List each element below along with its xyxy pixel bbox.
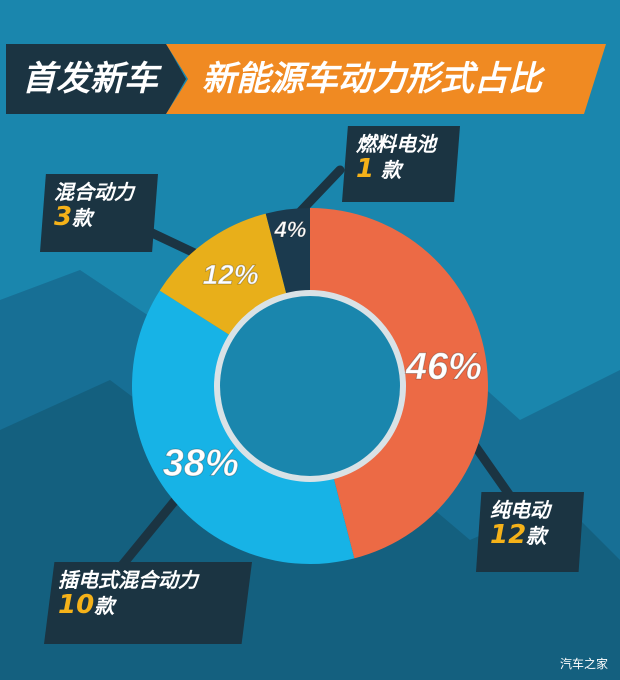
section-label: 首发新车 (22, 59, 158, 99)
donut-hole (220, 296, 400, 476)
callout-unit: 款 (72, 206, 93, 230)
callout-fuel-cell: 燃料电池 1 款 (342, 126, 460, 202)
callout-plug-in-hybrid: 插电式混合动力 10款 (44, 562, 252, 644)
value-label-3: 4% (274, 217, 307, 242)
slice-3 (265, 208, 310, 297)
banner-right-tab (166, 44, 606, 114)
callout-count: 12 (490, 520, 527, 550)
callout-unit: 款 (526, 524, 547, 548)
callout-hybrid: 混合动力 3款 (40, 174, 158, 252)
title-banner: 首发新车 新能源车动力形式占比 (0, 44, 620, 114)
slice-1 (132, 290, 355, 564)
watermark: 汽车之家 (559, 657, 608, 671)
value-label-2: 12% (203, 259, 259, 290)
callout-label: 燃料电池 (356, 132, 436, 156)
callout-count: 1 (356, 154, 375, 184)
callout-pure-electric: 纯电动 12款 (476, 492, 584, 572)
value-label-1: 38% (163, 442, 239, 484)
leader-fuel-cell (295, 165, 345, 217)
callout-count: 3 (54, 202, 73, 232)
callout-unit: 款 (94, 594, 115, 618)
callout-label: 混合动力 (54, 180, 134, 204)
callout-count: 10 (58, 590, 95, 620)
chart-title: 新能源车动力形式占比 (202, 59, 542, 99)
callout-label: 插电式混合动力 (58, 568, 198, 592)
callout-unit: 款 (381, 158, 402, 182)
banner-left-tab (6, 44, 186, 114)
callout-label: 纯电动 (490, 498, 550, 522)
slice-2 (159, 213, 288, 337)
value-label-0: 46% (405, 346, 482, 388)
